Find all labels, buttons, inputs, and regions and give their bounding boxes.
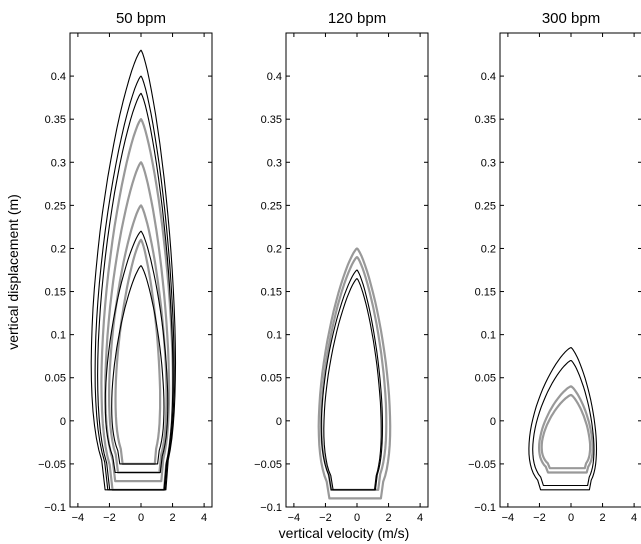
- axes-frame: [499, 32, 641, 508]
- y-tick-label: 0.05: [45, 373, 66, 385]
- y-tick-label: −0.1: [44, 502, 66, 514]
- y-tick-label: 0.1: [51, 330, 66, 342]
- panel-title: 120 bpm: [328, 10, 386, 27]
- y-tick-label: 0.25: [261, 200, 282, 212]
- y-tick-label: 0: [490, 416, 496, 428]
- trajectory-loop: [323, 278, 382, 491]
- trajectory-loop: [320, 256, 388, 491]
- panel-2: 120 bpm −0.1 −0.05 0 0.05 0.1 0.15 0.2 0.25 0.3 0.…: [254, 10, 429, 524]
- y-tick-label: 0.15: [45, 287, 66, 299]
- y-tick-label: 0.05: [261, 373, 282, 385]
- trajectory-loop: [114, 238, 162, 465]
- y-tick-label: 0.3: [481, 157, 496, 169]
- trajectory-loop: [528, 347, 598, 491]
- axes-frame: [69, 32, 213, 508]
- trajectory-loop: [532, 359, 595, 487]
- x-tick-label: 0: [568, 512, 574, 524]
- y-tick-label: 0.3: [267, 157, 282, 169]
- y-tick-label: 0.1: [267, 330, 282, 342]
- series-2: [320, 269, 384, 491]
- x-tick-label: −2: [533, 512, 546, 524]
- x-tick-label: 0: [138, 512, 144, 524]
- y-tick-label: 0.3: [51, 157, 66, 169]
- trajectory-loop: [107, 204, 168, 474]
- y-tick-label: 0.15: [261, 287, 282, 299]
- y-tick-label: −0.05: [38, 459, 66, 471]
- y-tick-label: 0.25: [45, 200, 66, 212]
- y-tick-label: 0.35: [261, 114, 282, 126]
- y-tick-label: −0.05: [254, 459, 282, 471]
- y-axis-label: vertical displacement (m): [5, 194, 21, 350]
- trajectory-loop: [104, 230, 169, 474]
- trajectory-loop: [97, 92, 174, 491]
- x-axis-label: vertical velocity (m/s): [279, 525, 410, 541]
- x-tick-label: −4: [288, 512, 301, 524]
- y-tick-label: 0.1: [481, 330, 496, 342]
- panel-3: 300 bpm −0.1 −0.05 0 0.05 0.1 0.15 0.2 0.25 0.3 0.…: [468, 10, 641, 524]
- y-tick-label: 0.25: [475, 200, 496, 212]
- y-tick-label: −0.1: [260, 502, 282, 514]
- x-tick-label: 2: [599, 512, 605, 524]
- x-tick-label: 0: [354, 512, 360, 524]
- y-tick-label: 0.4: [267, 71, 282, 83]
- series-1: [537, 385, 594, 474]
- panel-title: 300 bpm: [542, 10, 600, 27]
- y-tick-label: 0.35: [475, 114, 496, 126]
- y-tick-label: 0.35: [45, 114, 66, 126]
- x-tick-label: 2: [385, 512, 391, 524]
- trajectory-loop: [317, 247, 392, 500]
- panel-title: 50 bpm: [116, 10, 166, 27]
- trajectory-loop: [90, 49, 177, 491]
- x-tick-label: 2: [169, 512, 175, 524]
- y-tick-label: 0.2: [267, 243, 282, 255]
- x-tick-label: 4: [417, 512, 423, 524]
- y-tick-label: 0.05: [475, 373, 496, 385]
- x-tick-label: 4: [631, 512, 637, 524]
- y-tick-label: 0.15: [475, 287, 496, 299]
- trajectory-loop: [94, 75, 175, 491]
- x-tick-label: −4: [72, 512, 85, 524]
- y-tick-label: 0: [60, 416, 66, 428]
- series-2: [90, 49, 177, 491]
- x-tick-label: 4: [201, 512, 207, 524]
- trajectory-loop: [320, 269, 384, 491]
- x-tick-label: −2: [103, 512, 116, 524]
- trajectory-loop: [540, 393, 592, 470]
- y-tick-label: −0.05: [468, 459, 496, 471]
- x-tick-label: −4: [502, 512, 515, 524]
- y-tick-label: 0.4: [481, 71, 496, 83]
- series-2: [528, 347, 598, 491]
- y-tick-label: 0.2: [481, 243, 496, 255]
- y-tick-label: −0.1: [474, 502, 496, 514]
- panel-1: 50 bpm −0.1 −0.05 0 0.05 0.1 0.15 0.2 0.25 0.3 0.3…: [38, 10, 213, 524]
- y-tick-label: 0.2: [51, 243, 66, 255]
- y-tick-label: 0: [276, 416, 282, 428]
- trajectory-loop: [111, 265, 165, 465]
- y-tick-label: 0.4: [51, 71, 66, 83]
- trajectory-loop: [537, 385, 594, 474]
- x-tick-label: −2: [319, 512, 332, 524]
